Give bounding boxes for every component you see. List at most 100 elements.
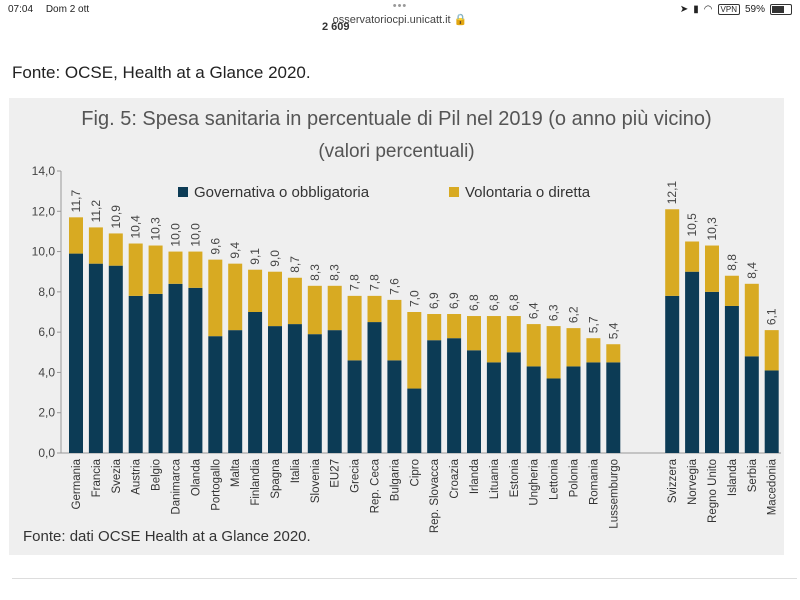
bar-gov bbox=[744, 356, 759, 453]
category-label: Croazia bbox=[449, 458, 461, 498]
bar-value-label: 8,7 bbox=[288, 256, 302, 273]
bar-vol bbox=[188, 251, 203, 288]
y-tick-label: 4,0 bbox=[38, 365, 55, 379]
category-label: Rep. Slovacca bbox=[429, 458, 441, 533]
category-label: Italia bbox=[290, 458, 302, 483]
vpn-badge: VPN bbox=[717, 4, 740, 15]
bar-vol bbox=[467, 316, 481, 351]
category-label: Lussemburgo bbox=[608, 459, 620, 529]
bar-value-label: 10,0 bbox=[169, 223, 183, 247]
category-label: Polonia bbox=[569, 458, 581, 497]
bar-gov bbox=[108, 265, 123, 453]
bar-vol bbox=[685, 241, 700, 272]
bar-vol bbox=[347, 295, 362, 361]
tab-dots-icon[interactable]: ••• bbox=[392, 0, 408, 12]
bar-value-label: 6,8 bbox=[487, 294, 501, 311]
bar-vol bbox=[128, 243, 143, 296]
category-label: Belgio bbox=[151, 459, 163, 491]
bar-gov bbox=[347, 360, 362, 453]
cropped-number: 2 609 bbox=[322, 21, 350, 30]
bar-value-label: 10,4 bbox=[129, 215, 143, 239]
bar-vol bbox=[486, 316, 501, 363]
bar-vol bbox=[546, 326, 561, 379]
bar-value-label: 6,8 bbox=[507, 294, 521, 311]
y-tick-label: 8,0 bbox=[38, 285, 55, 299]
bar-vol bbox=[566, 328, 581, 367]
bar-value-label: 7,6 bbox=[387, 278, 401, 295]
bar-gov bbox=[467, 350, 481, 453]
bar-value-label: 7,0 bbox=[407, 290, 421, 307]
status-date: Dom 2 ott bbox=[45, 4, 90, 15]
category-label: Danimarca bbox=[171, 458, 183, 514]
bar-gov bbox=[586, 362, 601, 453]
bar-value-label: 11,7 bbox=[69, 190, 83, 213]
legend-swatch-gov bbox=[178, 187, 188, 197]
chart-figure: Fig. 5: Spesa sanitaria in percentuale d… bbox=[9, 98, 784, 555]
bar-gov bbox=[327, 330, 342, 453]
bar-value-label: 10,0 bbox=[188, 223, 202, 247]
lock-icon: 🔒 bbox=[453, 14, 468, 26]
bar-value-label: 6,3 bbox=[547, 304, 561, 321]
category-label: Spagna bbox=[270, 458, 282, 498]
category-label: Romania bbox=[588, 458, 600, 505]
y-tick-label: 2,0 bbox=[38, 406, 55, 420]
chart-title: Fig. 5: Spesa sanitaria in percentuale d… bbox=[81, 108, 712, 130]
category-label: Estonia bbox=[509, 458, 521, 497]
y-tick-label: 12,0 bbox=[32, 204, 56, 218]
y-tick-label: 10,0 bbox=[32, 245, 56, 259]
bar-value-label: 12,1 bbox=[665, 181, 679, 205]
category-label: Francia bbox=[91, 458, 103, 497]
bar-gov bbox=[506, 352, 521, 453]
bar-value-label: 6,9 bbox=[427, 292, 441, 309]
bar-gov bbox=[88, 263, 103, 453]
category-label: Austria bbox=[131, 458, 143, 494]
chart-source: Fonte: dati OCSE Health at a Glance 2020… bbox=[23, 528, 311, 545]
y-tick-label: 14,0 bbox=[32, 164, 56, 178]
battery-icon bbox=[770, 4, 792, 15]
bar-gov bbox=[387, 360, 402, 453]
bar-value-label: 10,5 bbox=[685, 213, 699, 237]
bar-gov bbox=[248, 312, 263, 453]
bar-gov bbox=[367, 322, 382, 453]
bar-value-label: 9,1 bbox=[248, 248, 262, 265]
bar-vol bbox=[248, 269, 263, 312]
category-label: Ungheria bbox=[529, 458, 541, 505]
bar-vol bbox=[724, 275, 739, 306]
legend-label-gov: Governativa o obbligatoria bbox=[194, 184, 370, 201]
url-text[interactable]: osservatoriocpi.unicatt.it bbox=[332, 14, 451, 26]
bar-value-label: 8,4 bbox=[745, 262, 759, 279]
bar-vol bbox=[387, 299, 402, 361]
bar-value-label: 6,8 bbox=[467, 294, 481, 311]
bar-vol bbox=[705, 245, 719, 292]
category-label: Regno Unito bbox=[707, 459, 719, 523]
bar-vol bbox=[208, 259, 223, 337]
bar-chart: 0,0 2,0 4,0 6,0 8,0 10,0 12,0 14,0 11,7 Germania… bbox=[32, 164, 781, 533]
bar-value-label: 6,2 bbox=[567, 306, 581, 323]
bar-gov bbox=[148, 293, 163, 453]
category-label: EU27 bbox=[330, 459, 342, 488]
source-text: Fonte: OCSE, Health at a Glance 2020. bbox=[12, 63, 311, 82]
bar-gov bbox=[208, 336, 223, 453]
category-label: Svizzera bbox=[667, 458, 679, 503]
category-label: Olanda bbox=[190, 458, 202, 496]
category-label: Germania bbox=[71, 458, 83, 509]
bar-vol bbox=[69, 217, 83, 254]
category-label: Finlandia bbox=[250, 458, 262, 505]
category-label: Bulgaria bbox=[389, 458, 401, 501]
bar-value-label: 6,9 bbox=[447, 292, 461, 309]
bar-vol bbox=[526, 324, 541, 367]
category-label: Serbia bbox=[747, 458, 759, 492]
status-time: 07:04 bbox=[8, 4, 34, 15]
bar-vol bbox=[427, 314, 442, 341]
bar-vol bbox=[148, 245, 163, 294]
category-label: Rep. Ceca bbox=[370, 458, 382, 513]
category-label: Lituania bbox=[489, 458, 501, 499]
bar-value-label: 7,8 bbox=[368, 274, 382, 291]
bar-vol bbox=[407, 312, 422, 389]
bar-gov bbox=[764, 370, 779, 453]
bar-vol bbox=[586, 338, 601, 363]
bar-gov bbox=[168, 283, 183, 453]
bar-gov bbox=[724, 305, 739, 453]
category-label: Malta bbox=[230, 458, 242, 487]
bar-vol bbox=[307, 285, 322, 335]
